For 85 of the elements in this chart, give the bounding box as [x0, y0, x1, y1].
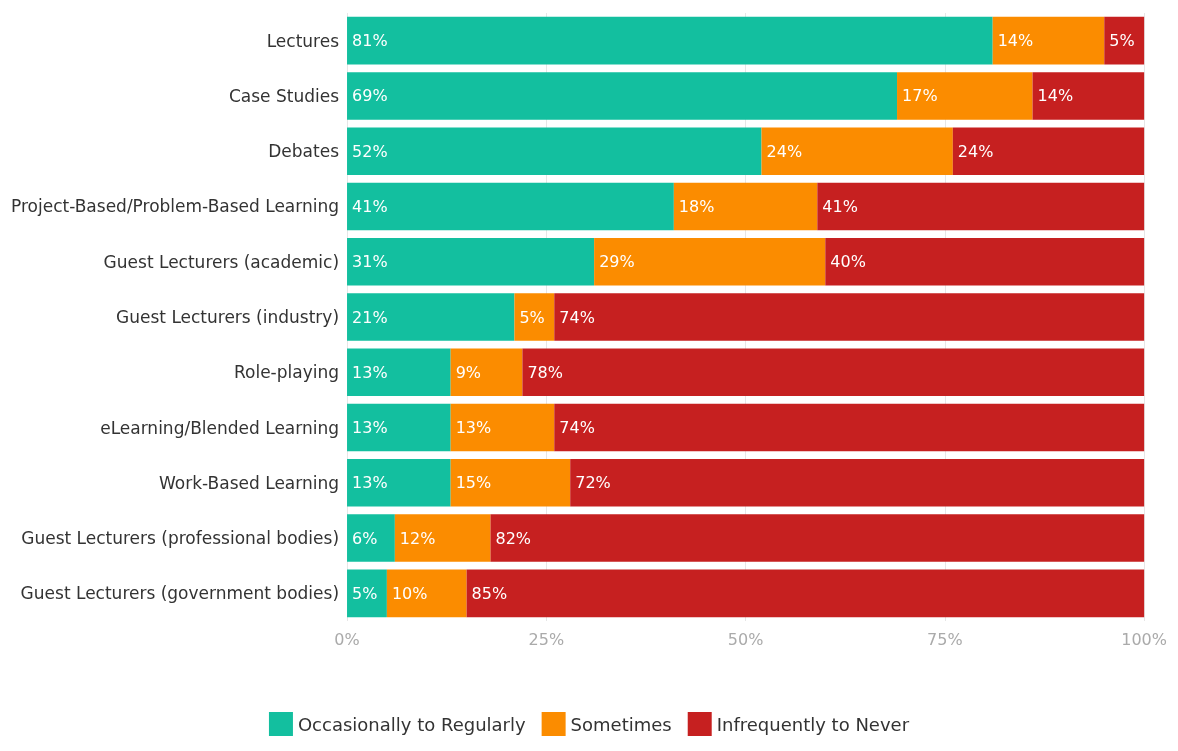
bar	[450, 403, 555, 452]
y-tick-label: Case Studies	[228, 85, 340, 106]
y-tick-label: Guest Lecturers (academic)	[103, 251, 340, 272]
x-tick-label: 75%	[927, 629, 963, 649]
bar	[673, 182, 818, 231]
bar	[347, 127, 762, 175]
bar	[761, 127, 953, 175]
data-label: 74%	[559, 307, 595, 327]
data-label: 15%	[455, 473, 492, 493]
bar	[522, 348, 1145, 397]
bar	[347, 72, 898, 120]
legend-label: Sometimes	[570, 713, 672, 735]
bar	[347, 403, 451, 452]
data-label: 17%	[902, 86, 938, 106]
data-label: 18%	[678, 196, 715, 216]
data-label: 69%	[352, 86, 388, 106]
y-tick-label: Role-playing	[233, 362, 340, 383]
bar	[825, 237, 1145, 286]
data-label: 9%	[455, 362, 482, 382]
bar	[347, 237, 595, 286]
data-label: 13%	[455, 418, 492, 438]
data-label: 78%	[527, 362, 563, 382]
y-tick-label: Guest Lecturers (government bodies)	[20, 583, 340, 604]
y-tick-label: eLearning/Blended Learning	[100, 417, 340, 438]
y-tick-label: Guest Lecturers (industry)	[116, 307, 340, 327]
data-label: 72%	[575, 473, 611, 493]
data-label: 74%	[559, 418, 595, 438]
bar	[347, 293, 515, 341]
x-tick-label: 100%	[1121, 629, 1167, 649]
bar	[992, 16, 1105, 65]
bar	[347, 182, 674, 231]
bar	[554, 293, 1145, 341]
data-label: 12%	[399, 528, 436, 548]
bar	[347, 514, 395, 562]
data-label: 24%	[766, 141, 803, 161]
bar	[1104, 16, 1145, 65]
x-tick-label: 50%	[727, 629, 764, 649]
bar	[594, 237, 826, 286]
y-tick-label: Project-Based/Problem-Based Learning	[11, 196, 340, 217]
data-label: 81%	[352, 31, 388, 51]
bar	[952, 127, 1145, 175]
bar	[347, 459, 451, 507]
y-tick-label: Work-Based Learning	[159, 472, 340, 493]
bar	[490, 514, 1145, 562]
data-label: 13%	[352, 362, 388, 382]
x-tick-label: 0%	[334, 629, 360, 649]
data-label: 24%	[957, 141, 994, 161]
data-label: 41%	[352, 196, 388, 216]
data-label: 31%	[352, 252, 388, 272]
bar	[514, 293, 555, 341]
bar	[394, 514, 491, 562]
data-label: 52%	[352, 141, 388, 161]
data-label: 5%	[1109, 31, 1135, 51]
data-label: 14%	[997, 31, 1034, 51]
bar	[450, 459, 571, 507]
bar	[450, 348, 523, 397]
data-label: 85%	[471, 583, 508, 603]
data-label: 82%	[495, 528, 532, 548]
data-label: 5%	[352, 583, 378, 603]
data-label: 40%	[830, 252, 866, 272]
bar	[897, 72, 1033, 120]
bar	[570, 459, 1145, 507]
data-label: 14%	[1037, 86, 1074, 106]
data-label: 21%	[352, 307, 388, 327]
bar	[386, 569, 467, 618]
data-label: 10%	[391, 583, 428, 603]
legend-label: Infrequently to Never	[716, 713, 910, 735]
x-tick-label: 25%	[528, 629, 565, 649]
bar	[1032, 72, 1145, 120]
bar	[466, 569, 1145, 618]
bar	[554, 403, 1145, 452]
bar	[817, 182, 1145, 231]
data-label: 41%	[822, 196, 858, 216]
y-tick-label: Debates	[268, 141, 340, 162]
bar	[347, 569, 387, 618]
data-label: 5%	[519, 307, 545, 327]
data-label: 13%	[352, 418, 388, 438]
legend-label: Occasionally to Regularly	[297, 713, 526, 735]
bar	[347, 348, 451, 397]
bar	[347, 16, 993, 65]
y-tick-label: Lectures	[266, 30, 340, 51]
y-tick-label: Guest Lecturers (professional bodies)	[21, 528, 340, 549]
data-label: 6%	[352, 528, 378, 548]
data-label: 29%	[599, 252, 635, 272]
data-label: 13%	[352, 473, 388, 493]
